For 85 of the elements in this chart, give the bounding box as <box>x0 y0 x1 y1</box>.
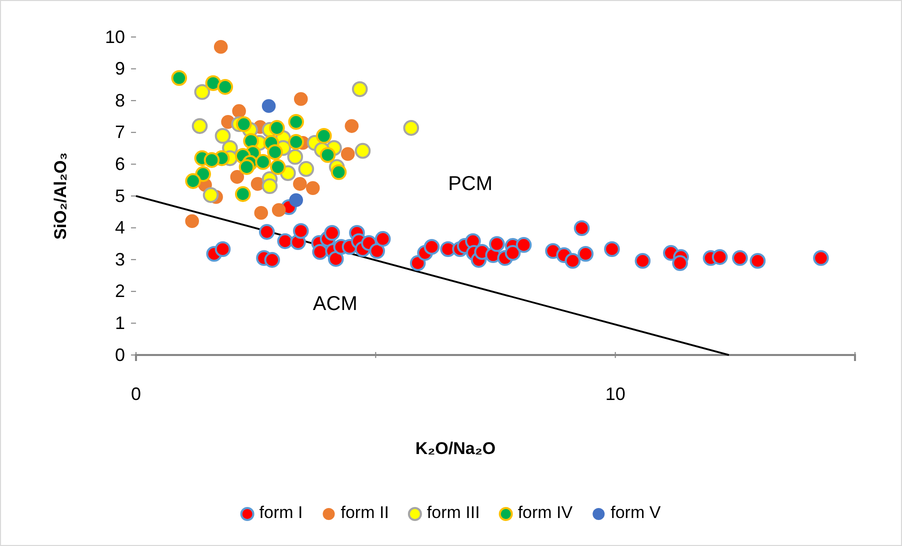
y-tick-label: 1 <box>114 312 125 333</box>
point <box>264 252 280 268</box>
point <box>750 252 766 269</box>
point <box>316 128 332 144</box>
point <box>185 173 201 189</box>
point <box>424 238 440 255</box>
point <box>516 237 532 253</box>
point <box>813 250 829 266</box>
annotation: ACM <box>312 293 358 316</box>
point <box>340 147 355 161</box>
point <box>294 92 308 106</box>
point <box>564 252 581 269</box>
point <box>289 193 304 208</box>
y-tick-label: 8 <box>114 90 125 110</box>
y-tick-label: 6 <box>114 154 125 174</box>
point <box>254 206 268 220</box>
point <box>205 75 222 92</box>
x-axis-title: K₂O/Na₂O <box>415 439 496 458</box>
point <box>312 244 328 260</box>
point <box>732 250 748 266</box>
point <box>270 159 286 175</box>
point <box>262 99 276 113</box>
point <box>344 119 359 133</box>
point <box>298 161 314 177</box>
point <box>269 120 285 136</box>
point <box>354 142 371 159</box>
y-tick-label: 9 <box>114 58 125 79</box>
point <box>214 128 231 144</box>
point <box>330 164 347 180</box>
point <box>238 159 255 175</box>
point <box>258 224 275 240</box>
point <box>214 241 231 257</box>
point <box>410 255 426 271</box>
point <box>292 223 309 239</box>
y-tick-label: 7 <box>114 122 125 142</box>
y-axis-title: SiO₂/Al₂O₃ <box>51 152 70 240</box>
y-tick-label: 0 <box>114 344 125 365</box>
y-tick-label: 10 <box>104 26 125 47</box>
point <box>403 120 420 136</box>
point <box>672 255 688 271</box>
point <box>272 203 286 217</box>
point <box>277 233 293 250</box>
point <box>328 251 344 267</box>
point <box>712 249 728 265</box>
point <box>192 118 208 134</box>
point <box>574 220 590 236</box>
point <box>369 243 386 259</box>
point <box>202 187 219 203</box>
point <box>293 177 307 191</box>
legend-label: form V <box>610 503 662 522</box>
point <box>267 144 283 160</box>
point <box>287 148 304 165</box>
point <box>578 246 594 262</box>
point <box>604 241 620 257</box>
point <box>306 181 320 195</box>
point <box>352 81 368 98</box>
y-tick-label: 2 <box>114 281 125 302</box>
legend-label: form III <box>426 503 480 522</box>
legend-label: form II <box>340 503 389 522</box>
legend-label: form IV <box>518 503 574 522</box>
point <box>232 104 246 118</box>
point <box>234 186 251 202</box>
y-tick-label: 3 <box>114 249 125 270</box>
point <box>255 154 271 170</box>
point <box>634 252 651 269</box>
point <box>288 114 304 130</box>
point <box>374 231 391 247</box>
point <box>230 170 244 184</box>
point <box>194 84 210 100</box>
legend-label: form I <box>259 503 303 522</box>
point <box>324 224 340 241</box>
point <box>489 236 505 252</box>
point <box>288 134 304 150</box>
point <box>320 147 336 163</box>
point <box>214 40 228 54</box>
point <box>171 70 188 86</box>
y-tick-label: 5 <box>114 186 125 206</box>
point <box>236 116 252 132</box>
point <box>204 152 220 168</box>
annotation: PCM <box>448 173 493 196</box>
point <box>217 79 234 95</box>
point <box>185 214 199 228</box>
point <box>504 245 521 261</box>
point <box>262 178 278 194</box>
y-tick-label: 4 <box>114 218 125 238</box>
